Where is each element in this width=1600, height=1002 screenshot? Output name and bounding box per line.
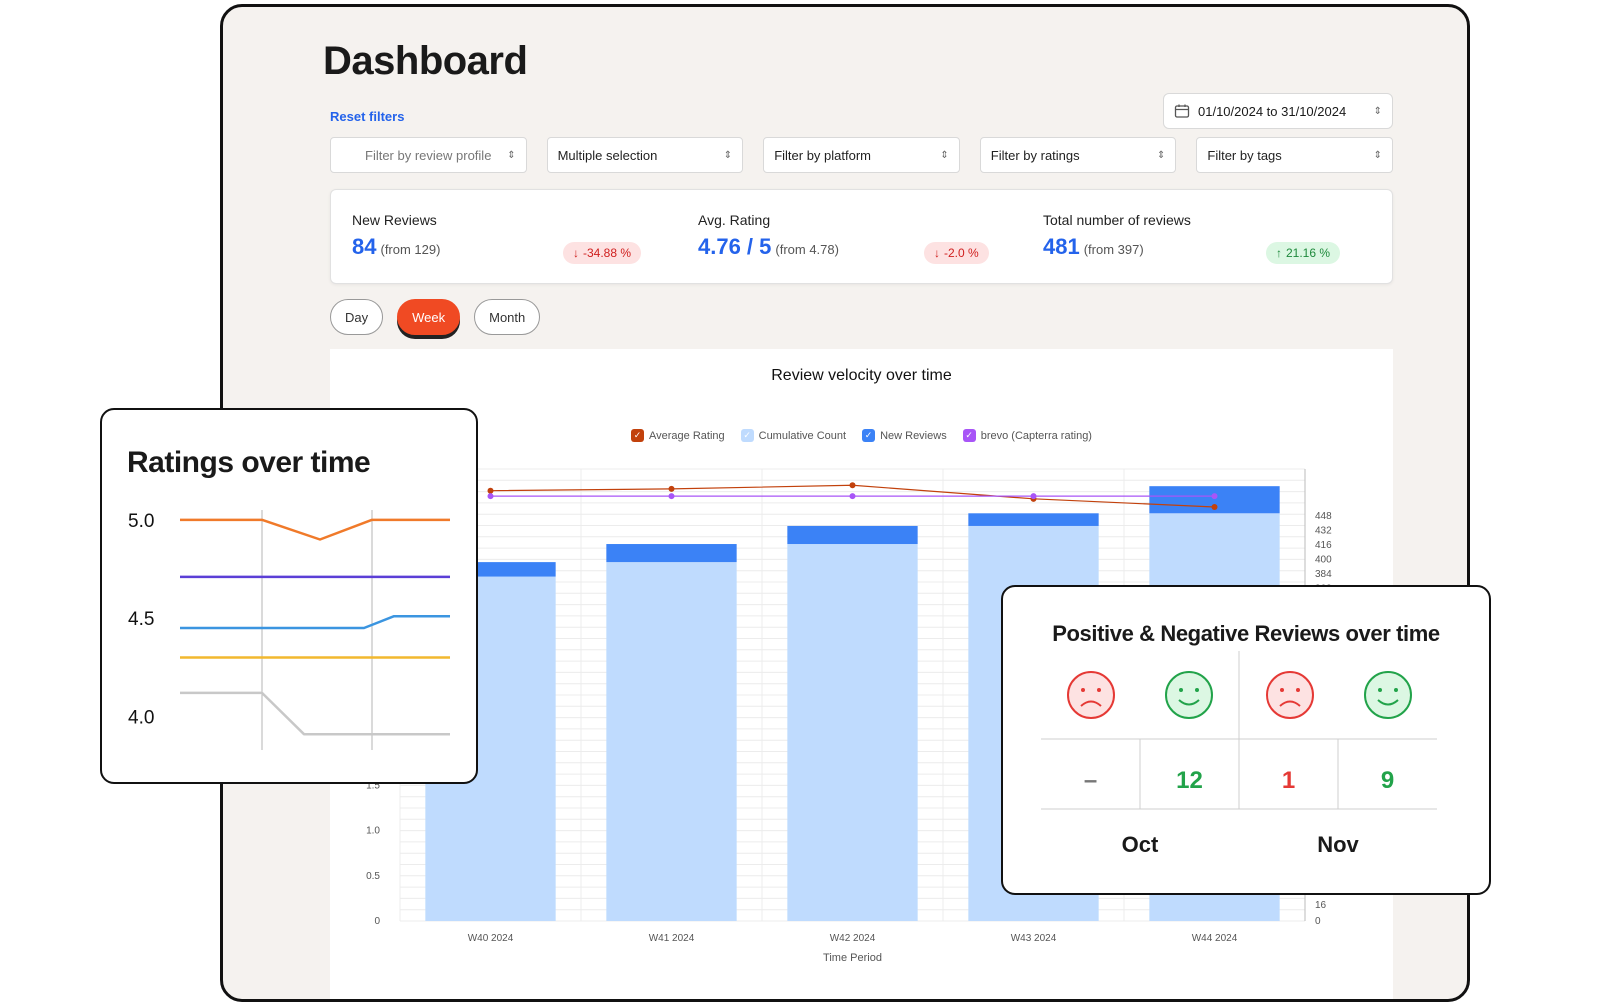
ratings-chart-canvas: 5.0 4.5 4.0	[128, 510, 450, 750]
y-left-tick-label: 0	[374, 916, 380, 927]
ratings-over-time-card: Ratings over time 5.0 4.5 4.0	[100, 408, 478, 784]
line-brevo-point	[1030, 493, 1037, 500]
ratings-card-title: Ratings over time	[127, 446, 371, 479]
line-average-rating-point	[668, 485, 675, 492]
stats-card: New Reviews 84 (from 129) ↓ -34.88 % Avg. …	[330, 189, 1393, 284]
change-badge: ↓ -2.0 %	[924, 242, 989, 264]
stat-new-reviews: New Reviews 84 (from 129)	[352, 212, 441, 259]
sad-face-icon	[1266, 671, 1314, 719]
rating-y-tick: 4.0	[128, 708, 154, 729]
filter-multiple-selection[interactable]: Multiple selection ⇕	[546, 137, 744, 173]
sad-face-icon	[1067, 671, 1115, 719]
line-brevo-point	[849, 493, 856, 500]
legend-item-brevo[interactable]: ✓ brevo (Capterra rating)	[962, 429, 1092, 442]
nov-positive-count: 9	[1380, 767, 1395, 794]
y-right-tick-label: 448	[1315, 511, 1332, 522]
stat-total-reviews: Total number of reviews 481 (from 397)	[1043, 212, 1191, 259]
y-left-tick-label: 1.0	[366, 826, 380, 837]
line-average-rating-point	[1211, 503, 1218, 510]
rating-series-line	[180, 518, 450, 541]
happy-face-icon	[1364, 671, 1412, 719]
date-range-picker[interactable]: 01/10/2024 to 31/10/2024 ⇕	[1163, 93, 1393, 129]
chart-title: Review velocity over time	[771, 367, 952, 384]
filter-platform[interactable]: Filter by platform ⇕	[763, 137, 960, 173]
rating-y-tick: 4.5	[128, 609, 154, 630]
rating-series-line	[180, 691, 450, 736]
change-badge: ↑ 21.16 %	[1266, 242, 1341, 264]
page-title: Dashboard	[323, 39, 528, 83]
x-tick-label: W40 2024	[468, 933, 514, 944]
bar-cumulative	[606, 562, 737, 921]
x-tick-label: W43 2024	[1011, 933, 1057, 944]
line-brevo-point	[1211, 493, 1218, 500]
posneg-card-title: Positive & Negative Reviews over time	[1052, 621, 1440, 646]
legend-item-average-rating[interactable]: ✓ Average Rating	[631, 429, 725, 442]
stat-avg-rating: Avg. Rating 4.76 / 5 (from 4.78)	[698, 212, 839, 259]
filter-review-profile[interactable]: Filter by review profile ⇕	[330, 137, 527, 173]
bar-cumulative	[787, 544, 918, 921]
calendar-icon	[1174, 104, 1190, 118]
date-range-value: 01/10/2024 to 31/10/2024	[1198, 103, 1347, 119]
reset-filters-link[interactable]: Reset filters	[330, 109, 405, 124]
checkbox-checked-icon: ✓	[631, 429, 644, 442]
y-right-tick-label: 400	[1315, 554, 1332, 565]
chevron-updown-icon: ⇕	[723, 149, 733, 161]
period-month-button[interactable]: Month	[474, 299, 541, 335]
change-badge: ↓ -34.88 %	[563, 242, 642, 264]
arrow-up-icon: ↑	[1276, 246, 1282, 260]
y-right-tick-label: 432	[1315, 525, 1332, 536]
legend-item-cumulative-count[interactable]: ✓ Cumulative Count	[740, 429, 846, 442]
bar-new-reviews	[968, 513, 1099, 526]
x-axis-title: Time Period	[823, 952, 882, 964]
y-right-tick-label: 416	[1315, 540, 1332, 551]
period-day-button[interactable]: Day	[330, 299, 384, 335]
arrow-down-icon: ↓	[573, 246, 579, 260]
y-right-tick-label: 0	[1315, 916, 1321, 927]
checkbox-checked-icon: ✓	[740, 429, 754, 442]
y-left-tick-label: 1.5	[366, 780, 380, 791]
happy-face-icon	[1165, 671, 1213, 719]
filter-tags[interactable]: Filter by tags ⇕	[1196, 137, 1393, 173]
positive-negative-card: Positive & Negative Reviews over time – …	[1001, 585, 1491, 895]
oct-negative-count: –	[1083, 767, 1098, 794]
period-toggle: Day Week Month	[330, 299, 541, 335]
bar-new-reviews	[787, 525, 918, 545]
month-label-oct: Oct	[1121, 832, 1159, 857]
chevron-updown-icon: ⇕	[940, 149, 949, 161]
bar-new-reviews	[606, 544, 737, 563]
chevron-updown-icon: ⇕	[1156, 149, 1166, 161]
month-label-nov: Nov	[1317, 832, 1359, 857]
chevron-updown-icon: ⇕	[507, 149, 516, 161]
y-right-tick-label: 16	[1315, 900, 1327, 911]
posneg-grid	[1041, 651, 1437, 810]
x-tick-label: W42 2024	[830, 933, 876, 944]
y-left-tick-label: 0.5	[366, 871, 380, 882]
legend-item-new-reviews[interactable]: ✓ New Reviews	[862, 429, 947, 442]
arrow-down-icon: ↓	[934, 246, 940, 260]
line-average-rating-point	[849, 482, 856, 489]
chart-legend: ✓ Average Rating ✓ Cumulative Count ✓ New R…	[330, 429, 1393, 442]
x-tick-label: W44 2024	[1192, 933, 1238, 944]
checkbox-checked-icon: ✓	[862, 429, 876, 442]
line-brevo-point	[668, 493, 675, 500]
rating-y-tick: 5.0	[128, 511, 154, 532]
filter-bar: Filter by review profile ⇕ Multiple selec…	[330, 137, 1393, 173]
nov-negative-count: 1	[1281, 767, 1296, 794]
checkbox-checked-icon: ✓	[962, 429, 976, 442]
oct-positive-count: 12	[1176, 767, 1203, 794]
filter-ratings[interactable]: Filter by ratings ⇕	[979, 137, 1177, 173]
chevron-updown-icon: ⇕	[1373, 149, 1382, 161]
rating-series-line	[180, 614, 450, 630]
y-right-tick-label: 384	[1315, 569, 1332, 580]
line-brevo-point	[487, 493, 494, 500]
period-week-button[interactable]: Week	[397, 299, 461, 335]
x-tick-label: W41 2024	[649, 933, 695, 944]
chevron-updown-icon: ⇕	[1373, 105, 1382, 117]
line-average-rating-point	[487, 487, 494, 494]
